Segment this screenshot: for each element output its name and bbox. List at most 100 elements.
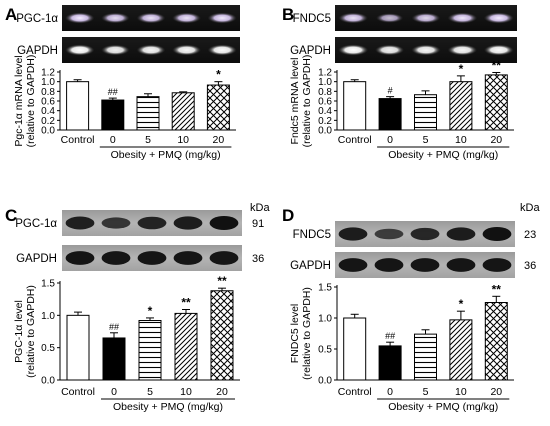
x-tick-label: 0 [110,134,116,146]
y-tick-label: 1.0 [41,311,55,322]
blot-pgc-1-: PGC-1α [16,5,240,31]
kda-value: 23 [524,229,536,241]
bar [484,74,508,131]
significance-label: ## [108,87,118,97]
y-tick-label: 0.5 [41,343,55,354]
y-tick-label: 0.8 [318,87,332,98]
bar-group-control: Control [61,79,95,146]
y-axis-label: Pgc-1α mRNA level(relative to GAPDH) [13,55,37,148]
x-tick-label: 5 [145,134,151,146]
blot-band [101,251,131,265]
blot-band [338,44,369,56]
kda-value: 91 [252,218,264,230]
kda-header: kDa [250,202,270,214]
axes: 0.0 0.5 1.0 1.5 PGC-1α level(relative to GAP… [13,279,240,387]
bar-group-5: 5 [414,329,437,398]
blot-band [338,12,368,24]
x-tick-label: Control [338,386,372,398]
axes: 0.00.20.40.60.81.01.2 Fndc5 mRNA level(re… [289,55,514,148]
blot-band [65,251,95,265]
blot-band [65,216,95,230]
significance-label: * [459,297,464,311]
y-axis-label-line: (relative to GAPDH) [25,55,37,148]
blot-band [482,226,512,242]
bar-group-0: #0 [378,86,402,146]
bar-group-20: ** 20 [210,274,234,398]
significance-label: * [148,304,153,318]
significance-label: # [388,86,393,96]
y-tick-label: 1.0 [318,77,332,88]
blot-band [376,13,404,23]
blot-band [410,227,440,241]
y-tick-label: 1.0 [318,314,332,325]
y-axis-label-line: (relative to GAPDH) [301,55,313,148]
significance-label: * [459,62,464,76]
blot-gapdh: GAPDH [290,37,517,63]
y-axis-label: FNDC5 level(relative to GAPDH) [289,287,313,380]
y-tick-label: 1.2 [318,68,332,79]
bar-group-5: *5 [138,304,162,398]
blot-band [483,12,514,24]
blot-band [207,44,237,56]
bar [66,314,90,381]
blot-band [209,215,239,231]
y-tick-label: 0.2 [318,116,332,127]
blot-band [137,216,167,230]
blot-pgc-1-: PGC-1α 91 [15,210,264,236]
x-tick-label: 20 [490,134,502,146]
bar-group-0: ## 0 [101,87,125,146]
y-axis-label: PGC-1α level(relative to GAPDH) [13,285,37,378]
blot-band [447,12,478,24]
y-tick-label: 0.4 [318,106,332,117]
y-tick-label: 1.5 [41,279,55,290]
blot-band [136,12,166,24]
y-tick-label: 1.2 [41,68,55,79]
bar [343,81,367,131]
bar-group-5: 5 [414,90,437,146]
bar [66,81,90,131]
x-tick-label: 0 [387,134,393,146]
x-tick-label: Control [338,134,372,146]
x-tick-label: 10 [455,386,467,398]
bar [378,345,402,381]
x-tick-label: 10 [180,386,192,398]
bar-group-0: ## 0 [102,322,126,398]
blot-band [173,251,203,265]
bar [136,96,160,131]
y-axis-label-line: (relative to GAPDH) [301,287,313,380]
bar-group-20: ** 20 [484,282,508,398]
kda-value: 36 [524,260,536,272]
x-axis-label: Obesity + PMQ (mg/kg) [388,401,498,413]
bar-group-5: 5 [136,93,160,146]
significance-label: ** [492,282,502,296]
blot-label: FNDC5 [293,13,331,25]
bar [484,302,508,381]
bar [101,99,125,131]
significance-label: ** [181,296,191,310]
panel-letter: D [282,206,294,225]
blot-gapdh: GAPDH [17,37,240,63]
x-tick-label: Control [61,134,95,146]
y-tick-label: 0.6 [318,97,332,108]
kda-value: 36 [252,253,264,265]
x-tick-label: 0 [111,386,117,398]
x-tick-label: 10 [177,134,189,146]
y-tick-label: 0.0 [41,126,55,137]
y-axis-label-line: Pgc-1α mRNA level [13,55,25,146]
blot-band [207,12,237,24]
blot-band [375,44,405,56]
blot-band [374,258,404,272]
bar [171,92,195,131]
bar-group-0: ## 0 [378,331,402,398]
panel-letter: A [5,5,17,24]
blot-label: GAPDH [290,260,331,272]
x-tick-label: 5 [423,386,429,398]
blot-gapdh: GAPDH 36 [290,252,536,278]
significance-label: ** [217,274,227,288]
blot-label: GAPDH [17,45,58,57]
blot-band [447,44,478,56]
bar-group-control: Control [338,79,372,146]
